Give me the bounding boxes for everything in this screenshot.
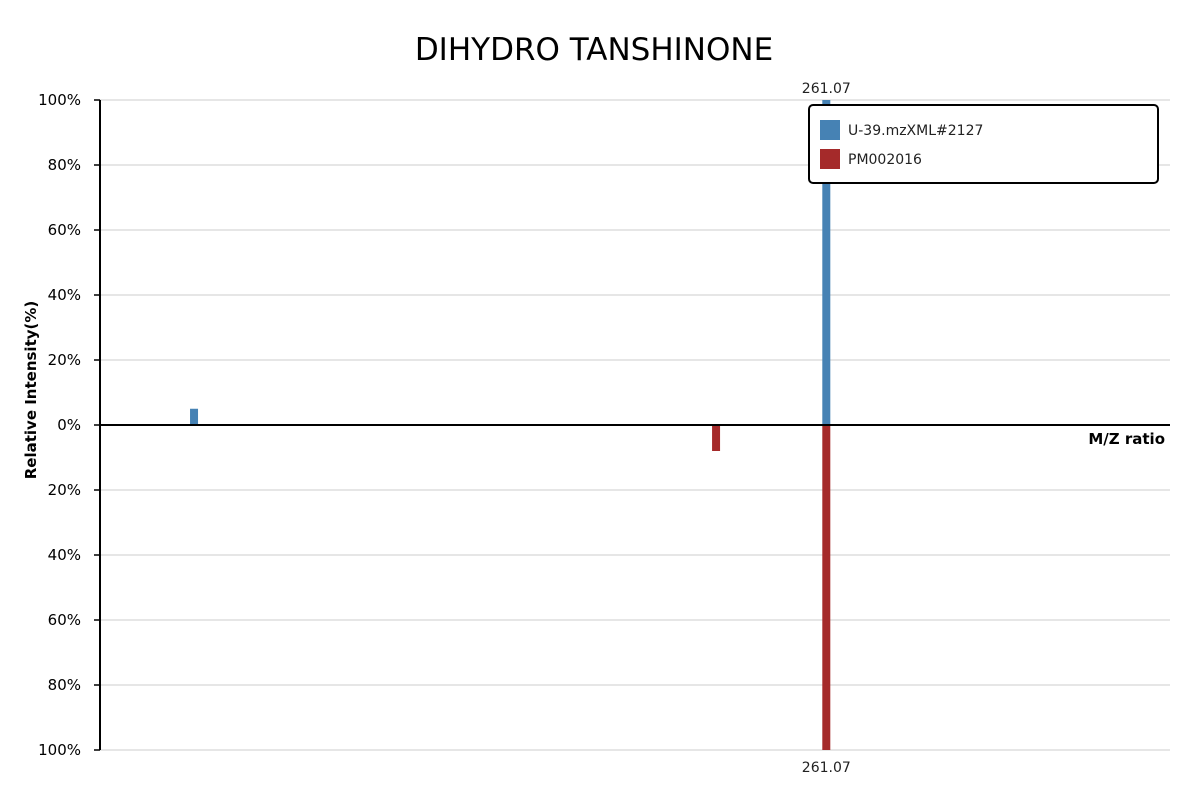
y-tick-label: 40%: [48, 286, 81, 304]
axes: [94, 99, 1170, 751]
gridlines: [100, 99, 1170, 751]
peak-labels: 261.07 261.07: [802, 81, 851, 776]
peak-bars: [190, 100, 831, 750]
y-tick-label: 80%: [48, 676, 81, 694]
y-tick-label: 60%: [48, 221, 81, 239]
legend-swatch: [820, 120, 840, 140]
y-tick-label: 60%: [48, 611, 81, 629]
peak-bar: [712, 425, 721, 451]
y-tick-label: 100%: [38, 741, 81, 759]
y-axis-title: Relative Intensity(%): [22, 301, 40, 480]
y-tick-label: 100%: [38, 91, 81, 109]
legend-entry-label: PM002016: [848, 152, 922, 168]
peak-bar: [822, 100, 831, 425]
peak-bar: [822, 425, 831, 750]
peak-label: 261.07: [802, 760, 851, 776]
x-axis-title: M/Z ratio: [1088, 430, 1165, 448]
peak-label: 261.07: [802, 81, 851, 97]
chart-title: DIHYDRO TANSHINONE: [415, 32, 773, 68]
y-tick-label: 80%: [48, 156, 81, 174]
legend: U-39.mzXML#2127 PM002016: [808, 104, 1159, 184]
legend-swatch: [820, 149, 840, 169]
y-tick-label: 0%: [57, 416, 81, 434]
y-tick-labels: 100% 80% 60% 40% 20% 0% 20% 40% 60% 80% 100%: [38, 91, 81, 759]
y-tick-label: 40%: [48, 546, 81, 564]
peak-bar: [190, 408, 199, 425]
y-tick-label: 20%: [48, 351, 81, 369]
legend-entry-label: U-39.mzXML#2127: [848, 123, 983, 139]
legend-box: [808, 104, 1159, 184]
y-tick-label: 20%: [48, 481, 81, 499]
